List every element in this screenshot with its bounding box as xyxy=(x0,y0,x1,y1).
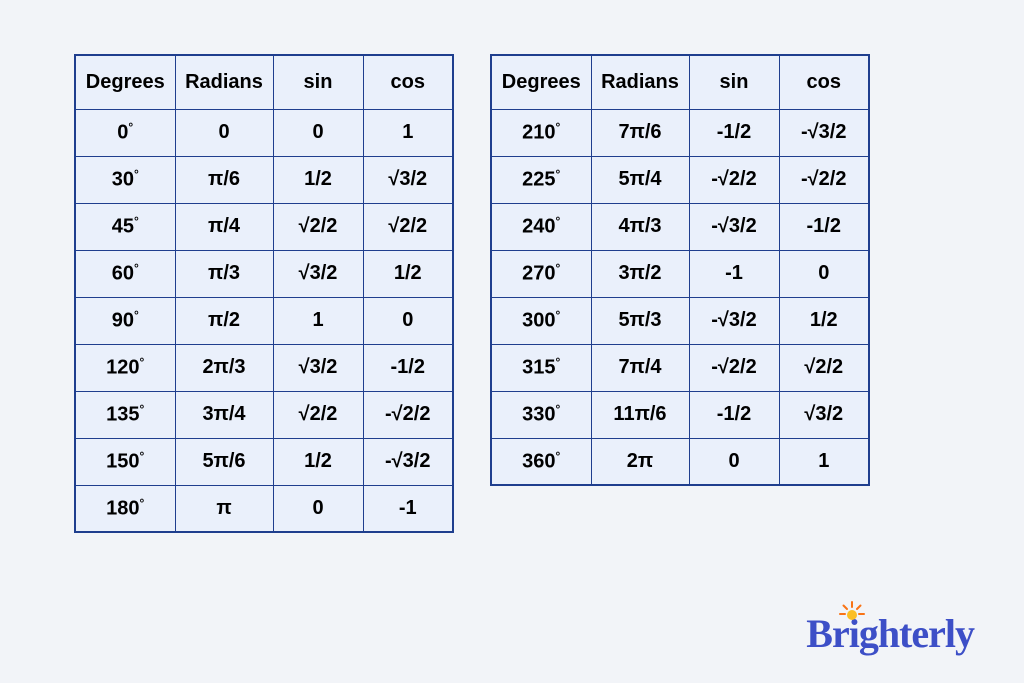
cos-cell: -√3/2 xyxy=(779,109,869,156)
column-header: sin xyxy=(273,55,363,109)
degrees-cell: 360° xyxy=(491,438,591,485)
cos-cell: 0 xyxy=(363,297,453,344)
degrees-cell: 240° xyxy=(491,203,591,250)
rad-cell: 7π/6 xyxy=(591,109,689,156)
rad-cell: π xyxy=(175,485,273,532)
cos-cell: -1 xyxy=(363,485,453,532)
rad-cell: 5π/4 xyxy=(591,156,689,203)
cos-cell: -√3/2 xyxy=(363,438,453,485)
table-row: 135°3π/4√2/2-√2/2 xyxy=(75,391,453,438)
degrees-cell: 135° xyxy=(75,391,175,438)
column-header: Degrees xyxy=(491,55,591,109)
rad-cell: π/6 xyxy=(175,156,273,203)
cos-cell: 1/2 xyxy=(779,297,869,344)
table-row: 30°π/61/2√3/2 xyxy=(75,156,453,203)
sin-cell: -1/2 xyxy=(689,109,779,156)
table-row: 45°π/4√2/2√2/2 xyxy=(75,203,453,250)
degrees-cell: 30° xyxy=(75,156,175,203)
sin-cell: √2/2 xyxy=(273,391,363,438)
sin-cell: 1/2 xyxy=(273,438,363,485)
rad-cell: π/3 xyxy=(175,250,273,297)
table-row: 120°2π/3√3/2-1/2 xyxy=(75,344,453,391)
rad-cell: 5π/3 xyxy=(591,297,689,344)
sin-cell: -√2/2 xyxy=(689,156,779,203)
table-row: 360°2π01 xyxy=(491,438,869,485)
degrees-cell: 270° xyxy=(491,250,591,297)
rad-cell: 5π/6 xyxy=(175,438,273,485)
sin-cell: √2/2 xyxy=(273,203,363,250)
table-row: 300°5π/3-√3/21/2 xyxy=(491,297,869,344)
rad-cell: 7π/4 xyxy=(591,344,689,391)
table-row: 330°11π/6-1/2√3/2 xyxy=(491,391,869,438)
rad-cell: 4π/3 xyxy=(591,203,689,250)
sin-cell: 1 xyxy=(273,297,363,344)
trig-table-left: DegreesRadianssincos0°00130°π/61/2√3/245… xyxy=(74,54,454,533)
rad-cell: 2π xyxy=(591,438,689,485)
column-header: sin xyxy=(689,55,779,109)
cos-cell: -√2/2 xyxy=(779,156,869,203)
column-header: cos xyxy=(363,55,453,109)
degrees-cell: 315° xyxy=(491,344,591,391)
table-row: 60°π/3√3/21/2 xyxy=(75,250,453,297)
sin-cell: -√3/2 xyxy=(689,297,779,344)
cos-cell: √2/2 xyxy=(779,344,869,391)
column-header: Degrees xyxy=(75,55,175,109)
table-row: 150°5π/61/2-√3/2 xyxy=(75,438,453,485)
cos-cell: √2/2 xyxy=(363,203,453,250)
degrees-cell: 225° xyxy=(491,156,591,203)
logo-text: Brighterly xyxy=(806,610,974,657)
degrees-cell: 90° xyxy=(75,297,175,344)
rad-cell: π/2 xyxy=(175,297,273,344)
cos-cell: 1 xyxy=(363,109,453,156)
table-row: 90°π/210 xyxy=(75,297,453,344)
sin-cell: -√2/2 xyxy=(689,344,779,391)
rad-cell: 3π/2 xyxy=(591,250,689,297)
table-row: 225°5π/4-√2/2-√2/2 xyxy=(491,156,869,203)
sin-cell: 1/2 xyxy=(273,156,363,203)
cos-cell: -1/2 xyxy=(779,203,869,250)
sin-cell: 0 xyxy=(273,109,363,156)
degrees-cell: 300° xyxy=(491,297,591,344)
cos-cell: √3/2 xyxy=(363,156,453,203)
degrees-cell: 60° xyxy=(75,250,175,297)
degrees-cell: 45° xyxy=(75,203,175,250)
sun-icon xyxy=(838,600,866,628)
table-row: 210°7π/6-1/2-√3/2 xyxy=(491,109,869,156)
sin-cell: √3/2 xyxy=(273,250,363,297)
rad-cell: 3π/4 xyxy=(175,391,273,438)
sin-cell: 0 xyxy=(273,485,363,532)
trig-table-right: DegreesRadianssincos210°7π/6-1/2-√3/2225… xyxy=(490,54,870,486)
cos-cell: 0 xyxy=(779,250,869,297)
rad-cell: 11π/6 xyxy=(591,391,689,438)
column-header: cos xyxy=(779,55,869,109)
cos-cell: √3/2 xyxy=(779,391,869,438)
degrees-cell: 180° xyxy=(75,485,175,532)
table-row: 180°π0-1 xyxy=(75,485,453,532)
sin-cell: -√3/2 xyxy=(689,203,779,250)
rad-cell: 2π/3 xyxy=(175,344,273,391)
degrees-cell: 330° xyxy=(491,391,591,438)
column-header: Radians xyxy=(175,55,273,109)
table-row: 0°001 xyxy=(75,109,453,156)
cos-cell: 1/2 xyxy=(363,250,453,297)
cos-cell: 1 xyxy=(779,438,869,485)
sin-cell: √3/2 xyxy=(273,344,363,391)
tables-container: DegreesRadianssincos0°00130°π/61/2√3/245… xyxy=(0,0,1024,533)
sin-cell: 0 xyxy=(689,438,779,485)
degrees-cell: 150° xyxy=(75,438,175,485)
sin-cell: -1/2 xyxy=(689,391,779,438)
column-header: Radians xyxy=(591,55,689,109)
cos-cell: -√2/2 xyxy=(363,391,453,438)
degrees-cell: 120° xyxy=(75,344,175,391)
brighterly-logo: Brighterly xyxy=(806,610,974,657)
degrees-cell: 210° xyxy=(491,109,591,156)
cos-cell: -1/2 xyxy=(363,344,453,391)
sin-cell: -1 xyxy=(689,250,779,297)
table-row: 270°3π/2-10 xyxy=(491,250,869,297)
degrees-cell: 0° xyxy=(75,109,175,156)
table-row: 240°4π/3-√3/2-1/2 xyxy=(491,203,869,250)
table-row: 315°7π/4-√2/2√2/2 xyxy=(491,344,869,391)
rad-cell: π/4 xyxy=(175,203,273,250)
rad-cell: 0 xyxy=(175,109,273,156)
